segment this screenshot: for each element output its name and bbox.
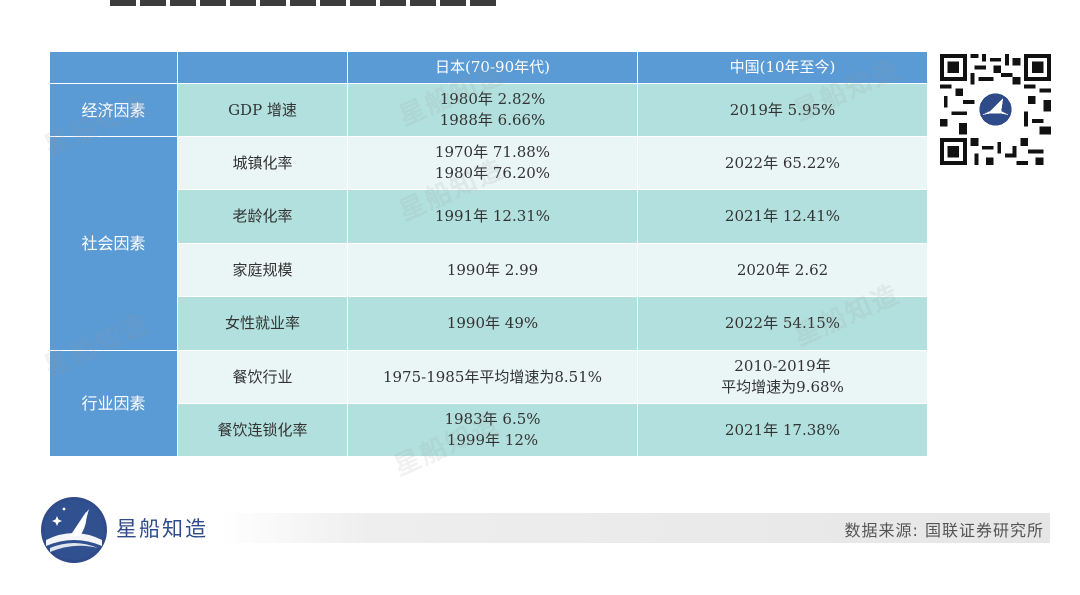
- japan-value-line: 1983年 6.5%: [444, 410, 541, 428]
- table-row: 餐饮连锁化率 1983年 6.5% 1999年 12% 2021年 17.38%: [50, 403, 928, 457]
- china-value-line: 2022年 54.15%: [724, 314, 841, 332]
- japan-value: 1991年 12.31%: [347, 189, 638, 244]
- china-value: 2022年 65.22%: [637, 136, 928, 190]
- japan-value: 1990年 2.99: [347, 243, 638, 297]
- china-value: 2022年 54.15%: [637, 296, 928, 351]
- category-industry: 行业因素: [49, 350, 178, 457]
- china-value: 2019年 5.95%: [637, 83, 928, 137]
- brand-logo-icon: [41, 497, 107, 563]
- indicator-label: GDP 增速: [177, 83, 348, 137]
- china-value: 2021年 12.41%: [637, 189, 928, 244]
- japan-value: 1970年 71.88% 1980年 76.20%: [347, 136, 638, 190]
- china-value-line: 2022年 65.22%: [724, 153, 841, 172]
- header-japan: 日本(70-90年代): [347, 51, 638, 84]
- japan-value-line: 1980年 76.20%: [434, 164, 551, 182]
- brand-name: 星船知造: [116, 517, 208, 541]
- table-row: 社会因素 城镇化率 1970年 71.88% 1980年 76.20% 2022…: [49, 136, 928, 351]
- japan-value: 1983年 6.5% 1999年 12%: [347, 403, 638, 457]
- table-row: 行业因素 餐饮行业 1975-1985年平均增速为8.51% 2010-2019…: [49, 350, 928, 457]
- category-economic: 经济因素: [49, 83, 178, 137]
- table-row: 家庭规模 1990年 2.99 2020年 2.62: [50, 243, 928, 297]
- table-row: 女性就业率 1990年 49% 2022年 54.15%: [50, 296, 928, 351]
- indicator-label: 家庭规模: [177, 243, 348, 297]
- china-value: 2021年 17.38%: [637, 403, 928, 457]
- japan-value: 1975-1985年平均增速为8.51%: [347, 350, 638, 404]
- china-value-line: 2021年 17.38%: [724, 420, 841, 439]
- qr-code-icon: [940, 54, 1051, 165]
- china-value-line: 2020年 2.62: [736, 260, 829, 279]
- header-china: 中国(10年至今): [637, 51, 928, 84]
- china-value-line: 2019年 5.95%: [729, 100, 836, 119]
- header-empty-cell: [177, 51, 348, 84]
- japan-value-line: 1980年 2.82%: [439, 90, 546, 108]
- japan-value-line: 1991年 12.31%: [434, 207, 551, 225]
- japan-value-line: 1990年 2.99: [446, 260, 539, 279]
- table-row: 经济因素 GDP 增速 1980年 2.82% 1988年 6.66% 2019…: [49, 83, 928, 137]
- indicator-label: 女性就业率: [177, 296, 348, 351]
- japan-value: 1980年 2.82% 1988年 6.66%: [347, 83, 638, 137]
- indicator-label: 老龄化率: [177, 189, 348, 244]
- china-value: 2020年 2.62: [637, 243, 928, 297]
- category-social: 社会因素: [49, 136, 178, 351]
- japan-value-line: 1988年 6.66%: [439, 111, 546, 129]
- japan-value-line: 1970年 71.88%: [434, 143, 551, 161]
- japan-value-line: 1990年 49%: [446, 314, 539, 332]
- japan-value-line: 1999年 12%: [446, 431, 539, 449]
- japan-value: 1990年 49%: [347, 296, 638, 351]
- comparison-table: 日本(70-90年代) 中国(10年至今) 经济因素 GDP 增速 1980年 …: [49, 51, 928, 457]
- cropped-title-bar: [110, 0, 500, 6]
- table-row: 老龄化率 1991年 12.31% 2021年 12.41%: [50, 189, 928, 244]
- china-value-line: 2021年 12.41%: [724, 207, 841, 225]
- indicator-label: 城镇化率: [177, 136, 348, 190]
- header-empty-cell: [49, 51, 178, 84]
- table-header-row: 日本(70-90年代) 中国(10年至今): [49, 51, 928, 84]
- china-value-line: 2010-2019年: [734, 357, 831, 375]
- data-source-text: 数据来源: 国联证券研究所: [844, 521, 1044, 540]
- indicator-label: 餐饮行业: [177, 350, 348, 404]
- china-value-line: 平均增速为9.68%: [721, 378, 844, 396]
- japan-value-line: 1975-1985年平均增速为8.51%: [382, 367, 603, 386]
- china-value: 2010-2019年 平均增速为9.68%: [637, 350, 928, 404]
- source-bar: 数据来源: 国联证券研究所: [220, 513, 1050, 543]
- indicator-label: 餐饮连锁化率: [177, 403, 348, 457]
